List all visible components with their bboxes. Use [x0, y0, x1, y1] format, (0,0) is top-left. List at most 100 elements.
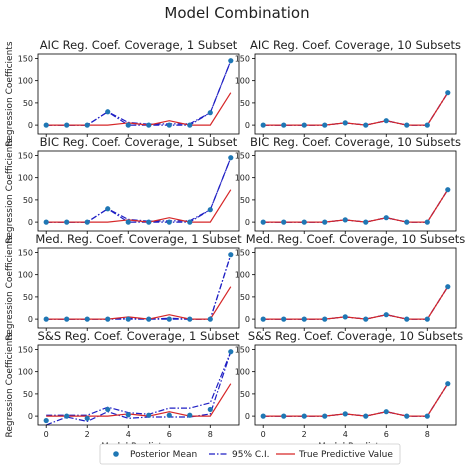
chart-panel: Med. Reg. Coef. Coverage, 10 Subsets 0 50 1…	[235, 232, 466, 331]
posterior-mean-point	[146, 412, 152, 418]
x-tick-label: 2	[85, 430, 90, 439]
axes-frame	[37, 150, 240, 232]
posterior-mean-point	[187, 122, 193, 128]
posterior-mean-point	[84, 219, 90, 225]
y-tick-label: 50	[23, 293, 33, 302]
posterior-mean-point	[125, 122, 131, 128]
x-tick-label: 6	[167, 430, 172, 439]
x-tick-label: 2	[302, 430, 307, 439]
legend-box	[99, 443, 401, 465]
y-tick-label: 0	[28, 121, 33, 130]
y-tick-label: 100	[235, 174, 250, 183]
posterior-mean-point	[322, 122, 328, 128]
posterior-mean-point	[207, 110, 213, 116]
posterior-mean-point	[281, 219, 287, 225]
panels: AIC Reg. Coef. Coverage, 1 Subset 0 50 100 1…	[5, 38, 465, 452]
posterior-mean-point	[260, 413, 266, 419]
true-value-line	[263, 286, 449, 320]
posterior-mean-point	[424, 219, 430, 225]
posterior-mean-point	[342, 314, 348, 320]
posterior-mean-point	[187, 219, 193, 225]
axes-frame	[37, 247, 240, 329]
panel-title: BIC Reg. Coef. Coverage, 10 Subsets	[250, 135, 461, 149]
posterior-mean-point	[84, 122, 90, 128]
y-tick-label: 50	[240, 99, 250, 108]
posterior-mean-point	[207, 406, 213, 413]
y-tick-label: 100	[18, 271, 33, 280]
panel-title: S&S Reg. Coef. Coverage, 10 Subsets	[248, 329, 463, 343]
posterior-mean-point	[342, 411, 348, 417]
x-tick-label: 4	[126, 430, 131, 439]
posterior-mean-point	[281, 413, 287, 419]
y-tick-label: 50	[23, 196, 33, 205]
true-value-line	[263, 189, 449, 223]
legend: Posterior Mean 95% C.I. True Predictive Va…	[99, 443, 401, 465]
posterior-mean-point	[64, 316, 70, 322]
chart-panel: Med. Reg. Coef. Coverage, 1 Subset 0 50 100…	[5, 232, 242, 341]
ci-lower-line	[45, 351, 232, 426]
posterior-mean-point	[228, 155, 234, 161]
posterior-mean-point	[383, 409, 389, 415]
posterior-mean-point	[146, 316, 152, 322]
posterior-mean-point	[363, 316, 369, 322]
x-tick-label: 4	[343, 430, 348, 439]
y-tick-label: 0	[28, 218, 33, 227]
posterior-mean-point	[301, 413, 307, 419]
posterior-mean-point	[424, 413, 430, 419]
y-tick-label: 100	[235, 368, 250, 377]
y-axis-label: Regression Coefficients	[5, 138, 15, 243]
x-tick-label: 6	[384, 430, 389, 439]
true-value-line	[46, 189, 232, 223]
posterior-mean-point	[187, 316, 193, 322]
posterior-mean-point	[404, 122, 410, 128]
posterior-mean-point	[43, 417, 49, 424]
posterior-mean-point	[228, 58, 234, 64]
legend-true-value-label: True Predictive Value	[298, 450, 393, 460]
panel-title: Med. Reg. Coef. Coverage, 10 Subsets	[246, 232, 466, 246]
y-tick-label: 0	[245, 412, 250, 421]
y-tick-label: 100	[18, 368, 33, 377]
panel-title: Med. Reg. Coef. Coverage, 1 Subset	[35, 232, 242, 246]
posterior-mean-point	[301, 316, 307, 322]
x-tick-label: 8	[208, 430, 213, 439]
y-tick-label: 0	[28, 315, 33, 324]
posterior-mean-point	[404, 219, 410, 225]
panel-title: AIC Reg. Coef. Coverage, 10 Subsets	[250, 38, 461, 52]
posterior-mean-point	[84, 316, 90, 322]
legend-ci-label: 95% C.I.	[232, 450, 270, 460]
chart-panel: BIC Reg. Coef. Coverage, 10 Subsets 0 50 10…	[235, 135, 461, 234]
y-tick-label: 150	[18, 54, 33, 63]
posterior-mean-point	[84, 415, 90, 421]
posterior-mean-point	[166, 219, 172, 225]
y-tick-label: 50	[240, 196, 250, 205]
y-tick-label: 100	[18, 77, 33, 86]
posterior-mean-point	[342, 217, 348, 223]
posterior-mean-point	[404, 316, 410, 322]
posterior-mean-point	[260, 316, 266, 322]
panel-title: BIC Reg. Coef. Coverage, 1 Subset	[40, 135, 238, 149]
y-tick-label: 0	[245, 218, 250, 227]
ci-upper-line	[46, 351, 232, 416]
true-value-line	[46, 92, 232, 126]
y-tick-label: 50	[23, 390, 33, 399]
y-tick-label: 0	[245, 121, 250, 130]
y-tick-label: 150	[18, 248, 33, 257]
posterior-mean-point	[445, 90, 451, 96]
posterior-mean-point	[166, 122, 172, 128]
posterior-mean-point	[125, 219, 131, 225]
y-axis-label: Regression Coefficients	[5, 332, 15, 437]
posterior-mean-point	[105, 206, 111, 212]
posterior-mean-point	[125, 316, 131, 322]
y-axis-label: Regression Coefficients	[5, 235, 15, 340]
posterior-mean-point	[383, 118, 389, 124]
posterior-mean-point	[322, 316, 328, 322]
axes-frame	[254, 247, 457, 329]
posterior-mean-point	[342, 120, 348, 126]
y-tick-label: 150	[235, 248, 250, 257]
posterior-mean-point	[281, 316, 287, 322]
axes-frame	[37, 53, 240, 135]
y-tick-label: 150	[235, 345, 250, 354]
axes-frame	[254, 344, 457, 426]
y-axis-label: Regression Coefficients	[5, 41, 15, 146]
